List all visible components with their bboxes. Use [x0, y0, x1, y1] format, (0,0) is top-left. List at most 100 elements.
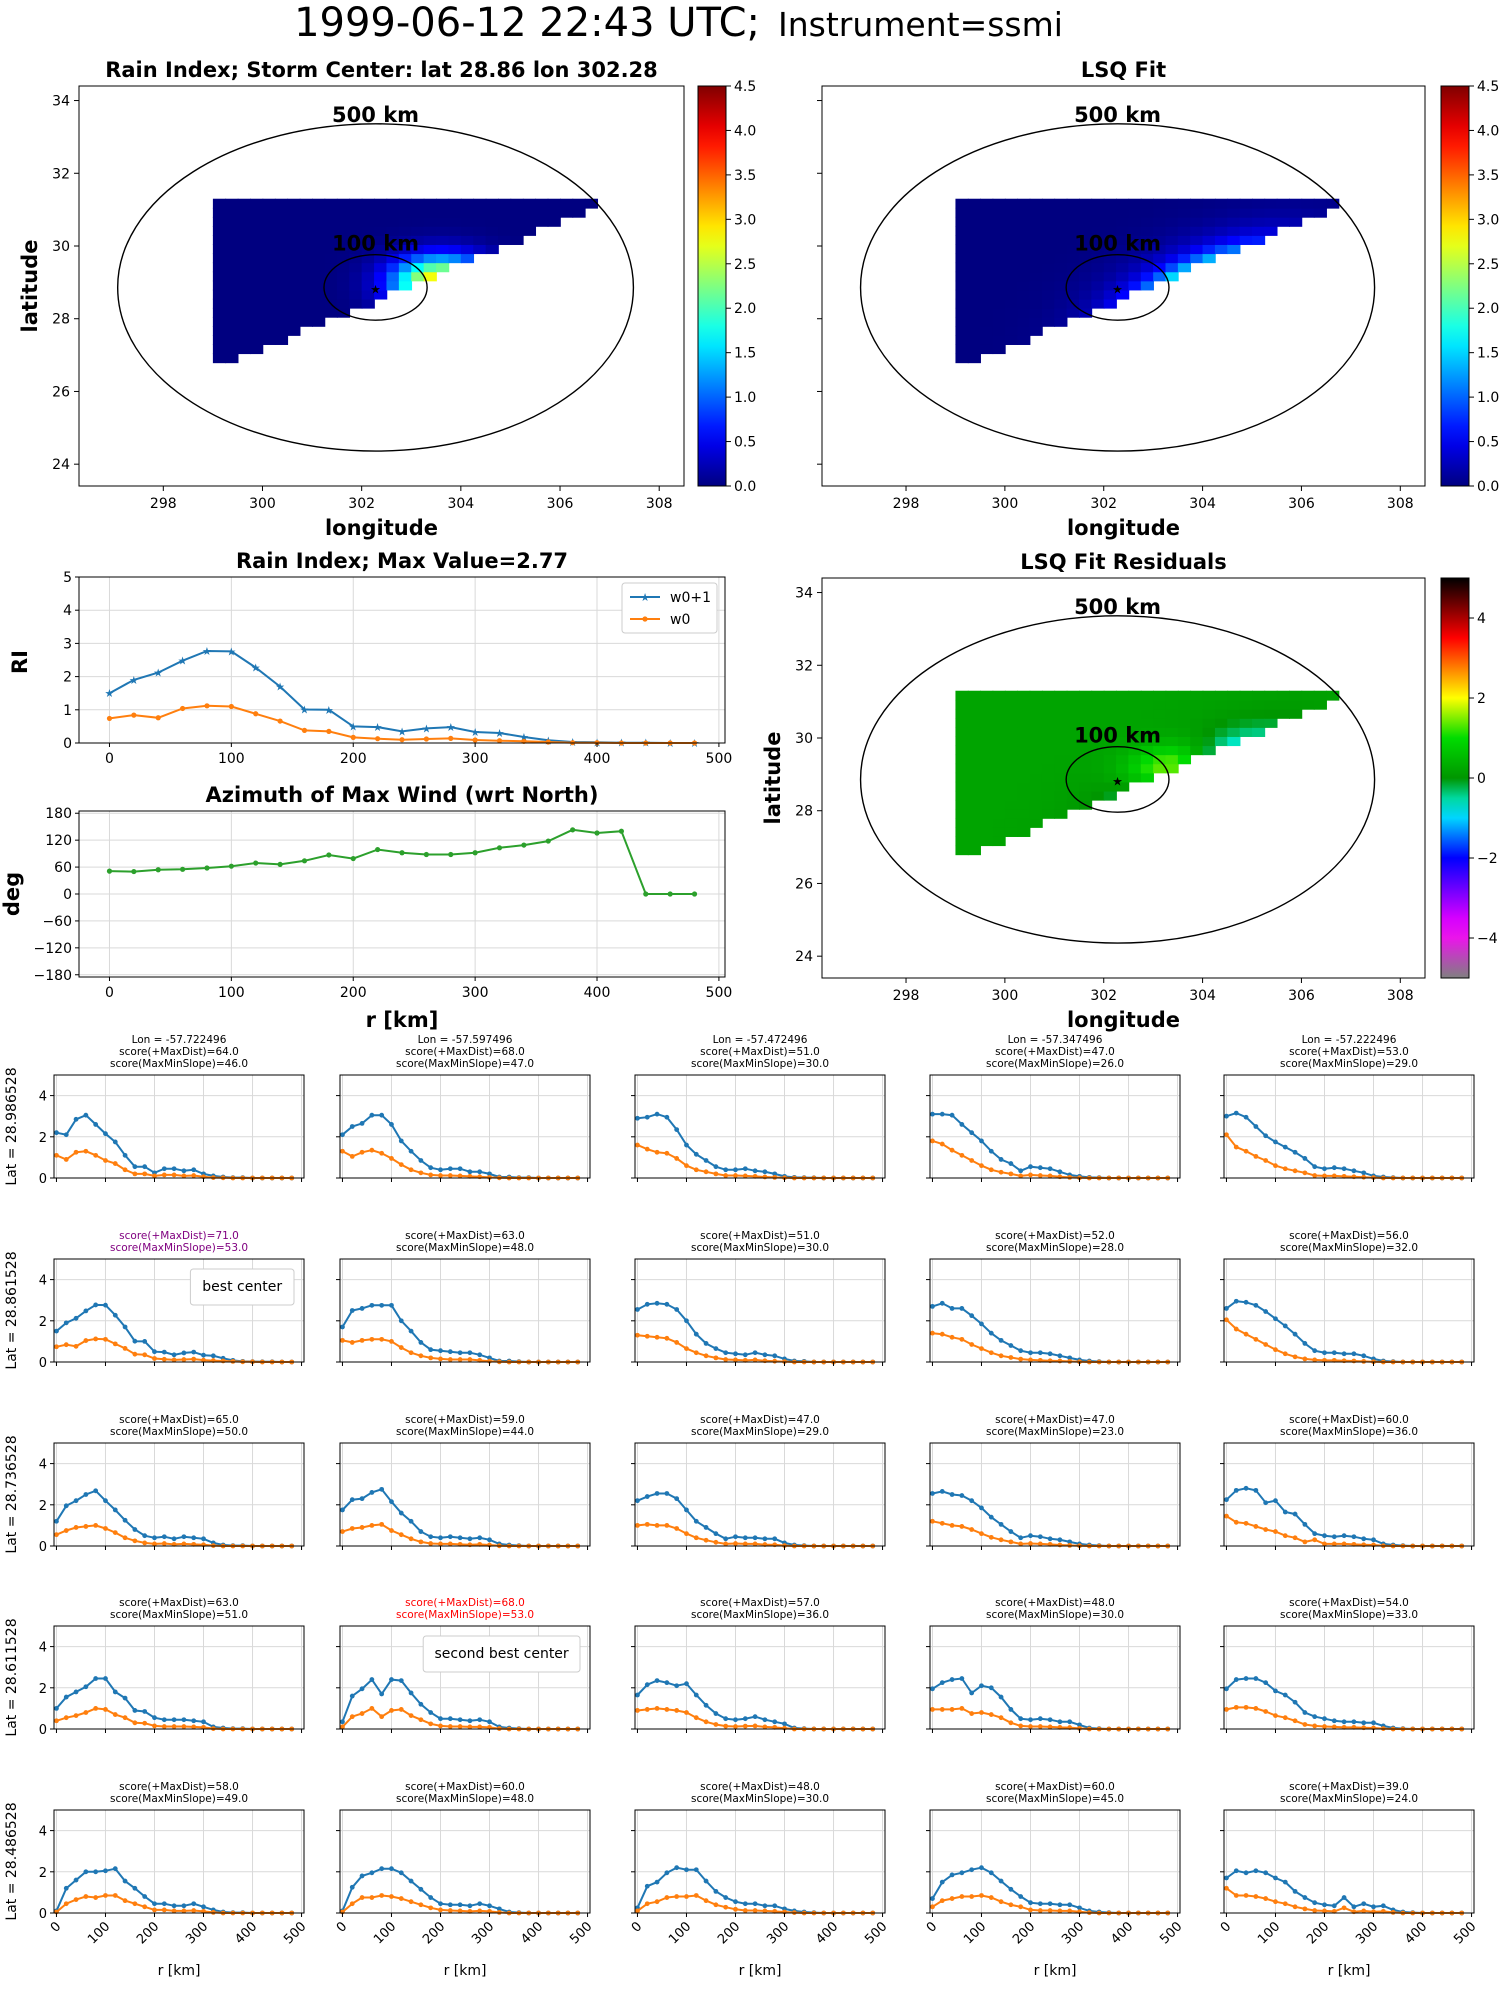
pixel [1017, 326, 1031, 336]
panel-title-line: score(+MaxDist)=47.0 [700, 1414, 820, 1426]
w0-point [181, 1724, 187, 1729]
w0-point [664, 1707, 670, 1712]
pixel [1276, 699, 1290, 710]
pixel [1079, 216, 1093, 227]
w0-point [477, 1908, 483, 1914]
pixel [992, 708, 1006, 719]
w0plus1-point [171, 1717, 177, 1723]
pixel [374, 198, 388, 209]
azimuth-point [228, 863, 234, 869]
w0plus1-point [1047, 1536, 1053, 1542]
pixel [274, 335, 289, 345]
w0plus1-point: ★ [129, 674, 139, 687]
azimuth-point [350, 855, 356, 862]
pixel [312, 198, 326, 209]
pixel [1017, 736, 1031, 747]
grid-panel-r4-c2: score(+MaxDist)=68.0score(MaxMinSlope)=5… [336, 1597, 591, 1733]
pixel [312, 289, 326, 300]
pixel [237, 289, 251, 300]
pixel [1227, 718, 1241, 728]
axes-frame [634, 1442, 886, 1547]
w0-point [1008, 1902, 1014, 1908]
w0plus1-point [742, 1352, 748, 1358]
pixel [1116, 745, 1130, 756]
w0plus1-point [1077, 1722, 1082, 1728]
pixel [1301, 198, 1315, 209]
pixel [250, 289, 264, 300]
w0-point [959, 1336, 965, 1342]
w0plus1-point [1273, 1498, 1278, 1504]
pixel [1264, 699, 1278, 710]
y-tick-label: 30 [52, 239, 70, 255]
w0plus1-point [742, 1901, 748, 1907]
row-ylabel: Lat = 28.986528 [4, 1067, 20, 1185]
pixel [1177, 699, 1192, 710]
w0-point [684, 1894, 689, 1899]
w0-point [447, 1908, 453, 1913]
w0plus1-point [1361, 1901, 1367, 1907]
pixel [1103, 207, 1117, 218]
colorbar-tick-label: 4.5 [734, 79, 756, 95]
w0-point [418, 1902, 424, 1908]
w0-point [988, 1350, 994, 1356]
pixel [299, 280, 313, 291]
pixel [1004, 298, 1019, 309]
pixel [992, 699, 1006, 710]
pixel [1190, 216, 1204, 227]
pixel [349, 298, 363, 309]
pixel [1066, 271, 1080, 282]
pixel [1054, 772, 1068, 783]
pixel [460, 216, 475, 227]
x-tick-label: 500 [862, 1919, 890, 1947]
pixel [1128, 763, 1142, 774]
panel-title-line: score(+MaxDist)=57.0 [700, 1597, 820, 1609]
w0plus1-point [1331, 1350, 1337, 1356]
pixel [1128, 253, 1142, 264]
pixel [955, 772, 969, 783]
pixel [274, 271, 289, 282]
pixel [955, 699, 969, 710]
pixel [967, 226, 981, 236]
pixel [1079, 235, 1093, 245]
pixel [1004, 226, 1019, 236]
w0-point [1341, 1905, 1347, 1911]
pixel [955, 198, 969, 209]
pixel [980, 216, 994, 227]
w0plus1-point [132, 1338, 138, 1344]
pixel [312, 271, 326, 282]
pixel [1017, 699, 1031, 710]
axes-frame [78, 85, 685, 487]
w0-line [1225, 1515, 1462, 1547]
x-tick-label: 302 [348, 496, 375, 512]
x-tick-label: 306 [547, 496, 574, 512]
pixel [1091, 207, 1105, 218]
pixel [1128, 772, 1142, 783]
w0plus1-point [1361, 1170, 1367, 1176]
x-tick-label: 304 [1189, 988, 1216, 1004]
w0plus1-point [359, 1686, 365, 1692]
w0plus1-point [635, 1498, 640, 1504]
pixel [1103, 754, 1117, 765]
pixel [967, 727, 981, 737]
ring-label-500km: 500 km [1074, 103, 1161, 127]
pixel [1190, 736, 1204, 747]
pixel [1066, 699, 1080, 710]
w0-point [1233, 1326, 1239, 1332]
pixel [1066, 244, 1080, 255]
pixel [460, 244, 475, 255]
w0plus1-point [477, 1901, 483, 1907]
w0-point [1312, 1173, 1318, 1178]
x-tick-label: 200 [1010, 1919, 1038, 1947]
w0plus1-point [447, 1716, 453, 1722]
w0-point [1312, 1537, 1318, 1543]
w0plus1-point [389, 1302, 394, 1308]
w0plus1-point [389, 1677, 394, 1682]
pixel [1227, 198, 1241, 209]
pixel [1041, 808, 1056, 819]
pixel [967, 799, 981, 810]
w0-point [103, 1893, 108, 1898]
grid-panel-r3-c4: score(+MaxDist)=47.0score(MaxMinSlope)=2… [926, 1414, 1181, 1550]
x-tick-label: 100 [218, 751, 245, 767]
w0plus1-point [122, 1517, 128, 1523]
